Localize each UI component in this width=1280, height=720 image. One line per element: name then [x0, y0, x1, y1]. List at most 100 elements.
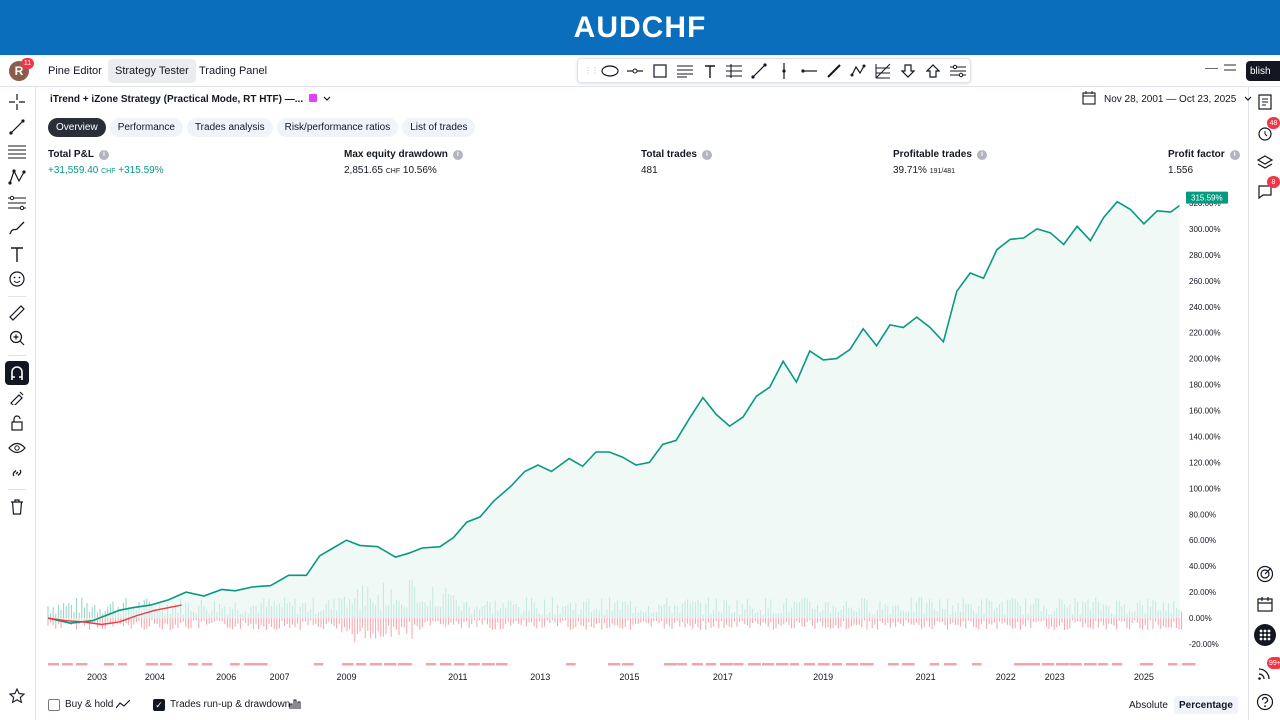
- ellipse-icon[interactable]: [598, 61, 623, 81]
- trade-marker: [1112, 663, 1123, 666]
- text-icon[interactable]: [697, 61, 722, 81]
- settings-icon[interactable]: [945, 61, 970, 81]
- line-marker-icon[interactable]: [623, 61, 648, 81]
- banner-title: AUDCHF: [0, 0, 1280, 55]
- strategy-title[interactable]: iTrend + iZone Strategy (Practical Mode,…: [50, 93, 331, 106]
- trade-marker: [930, 663, 940, 666]
- date-range-selector[interactable]: Nov 28, 2001 — Oct 23, 2025: [1082, 91, 1252, 108]
- info-icon[interactable]: i: [98, 149, 109, 160]
- runup-drawdown-checkbox[interactable]: ✓: [153, 699, 165, 711]
- lines-icon[interactable]: [672, 61, 697, 81]
- absolute-toggle[interactable]: Absolute: [1129, 699, 1168, 711]
- help-icon[interactable]: [1253, 690, 1277, 714]
- tab-pine-editor[interactable]: Pine Editor: [48, 65, 102, 77]
- info-icon[interactable]: i: [452, 149, 463, 160]
- text-icon[interactable]: [5, 242, 29, 266]
- divider: [8, 355, 26, 356]
- trade-marker: [678, 663, 688, 666]
- trade-marker: [944, 663, 957, 666]
- rectangle-icon[interactable]: [648, 61, 673, 81]
- trade-marker: [664, 663, 678, 666]
- metric-profitable-trades: Profitable trades i 39.71% 191/481: [893, 149, 987, 176]
- y-tick-label: -20.00%: [1189, 640, 1219, 649]
- trade-marker: [1042, 663, 1055, 666]
- minimize-button[interactable]: —: [1205, 60, 1218, 75]
- target-icon[interactable]: [1253, 562, 1277, 586]
- lock-icon[interactable]: [5, 411, 29, 435]
- pattern-icon[interactable]: [846, 61, 871, 81]
- prediction-icon[interactable]: [5, 191, 29, 215]
- horizontal-ray-icon[interactable]: [796, 61, 821, 81]
- magnet-icon[interactable]: [5, 361, 29, 385]
- trash-icon[interactable]: [5, 495, 29, 519]
- metric-label: Total P&L: [48, 149, 94, 160]
- trend-line-icon[interactable]: [5, 115, 29, 139]
- restore-button[interactable]: [1224, 60, 1236, 77]
- emoji-icon[interactable]: [5, 267, 29, 291]
- layers-icon[interactable]: [1253, 150, 1277, 174]
- star-icon[interactable]: [5, 684, 29, 708]
- info-icon[interactable]: i: [701, 149, 712, 160]
- eye-icon[interactable]: [5, 436, 29, 460]
- tab-trades-analysis[interactable]: Trades analysis: [186, 118, 273, 137]
- fib-icon[interactable]: [871, 61, 896, 81]
- trade-marker: [762, 663, 775, 666]
- trend-line-icon[interactable]: [747, 61, 772, 81]
- tab-risk-ratios[interactable]: Risk/performance ratios: [276, 118, 399, 137]
- trade-marker: [342, 663, 354, 666]
- tab-strategy-tester[interactable]: Strategy Tester: [108, 59, 196, 83]
- strategy-settings-icon[interactable]: [308, 93, 318, 106]
- metric-label: Max equity drawdown: [344, 149, 448, 160]
- apps-icon[interactable]: [1253, 623, 1277, 647]
- trade-marker: [482, 663, 495, 666]
- trade-marker: [608, 663, 621, 666]
- metric-unit: CHF: [101, 168, 116, 175]
- y-tick-label: 300.00%: [1189, 225, 1221, 234]
- top-bar: R 11 Pine Editor Strategy Tester Trading…: [0, 55, 1280, 87]
- buy-hold-checkbox[interactable]: [48, 699, 60, 711]
- info-icon[interactable]: i: [976, 149, 987, 160]
- lock-drawing-icon[interactable]: [5, 385, 29, 409]
- table-icon[interactable]: [722, 61, 747, 81]
- trade-marker: [1028, 663, 1041, 666]
- brush-icon[interactable]: [5, 216, 29, 240]
- watchlist-icon[interactable]: [1253, 90, 1277, 114]
- trade-marker: [426, 663, 437, 666]
- pencil-icon[interactable]: [821, 61, 846, 81]
- chat-icon[interactable]: 8: [1253, 176, 1280, 204]
- chevron-down-icon[interactable]: [323, 94, 331, 105]
- calendar-icon[interactable]: [1253, 592, 1277, 616]
- alerts-icon[interactable]: 48: [1253, 117, 1280, 145]
- y-tick-label: 280.00%: [1189, 251, 1221, 260]
- pattern-icon[interactable]: [5, 165, 29, 189]
- trade-marker: [1014, 663, 1028, 666]
- crosshair-icon[interactable]: [5, 90, 29, 114]
- trade-marker: [1056, 663, 1070, 666]
- tab-overview[interactable]: Overview: [48, 118, 106, 137]
- y-tick-label: 160.00%: [1189, 407, 1221, 416]
- info-icon[interactable]: i: [1229, 149, 1240, 160]
- drag-handle-icon[interactable]: ⋮⋮: [584, 66, 599, 75]
- metric-pct: +315.59%: [118, 165, 164, 176]
- y-tick-label: 200.00%: [1189, 355, 1221, 364]
- zoom-in-icon[interactable]: [5, 326, 29, 350]
- ruler-icon[interactable]: [5, 301, 29, 325]
- trade-marker: [146, 663, 158, 666]
- tab-trading-panel[interactable]: Trading Panel: [199, 65, 268, 77]
- fib-retracement-icon[interactable]: [5, 140, 29, 164]
- percentage-toggle[interactable]: Percentage: [1174, 696, 1238, 714]
- vertical-line-icon[interactable]: [772, 61, 797, 81]
- drawing-toolbar: ⋮⋮: [577, 58, 971, 83]
- x-tick-label: 2013: [530, 672, 550, 682]
- arrow-up-icon[interactable]: [920, 61, 945, 81]
- tab-performance[interactable]: Performance: [109, 118, 183, 137]
- link-icon[interactable]: [5, 461, 29, 485]
- arrow-down-icon[interactable]: [896, 61, 921, 81]
- equity-chart[interactable]: 320.00%300.00%280.00%260.00%240.00%220.0…: [36, 180, 1246, 692]
- publish-button[interactable]: blish: [1246, 61, 1280, 81]
- feed-icon[interactable]: 99+: [1253, 657, 1280, 685]
- current-value-label: 315.59%: [1191, 194, 1223, 203]
- trade-marker: [48, 663, 60, 666]
- tab-list-of-trades[interactable]: List of trades: [402, 118, 476, 137]
- trade-marker: [468, 663, 480, 666]
